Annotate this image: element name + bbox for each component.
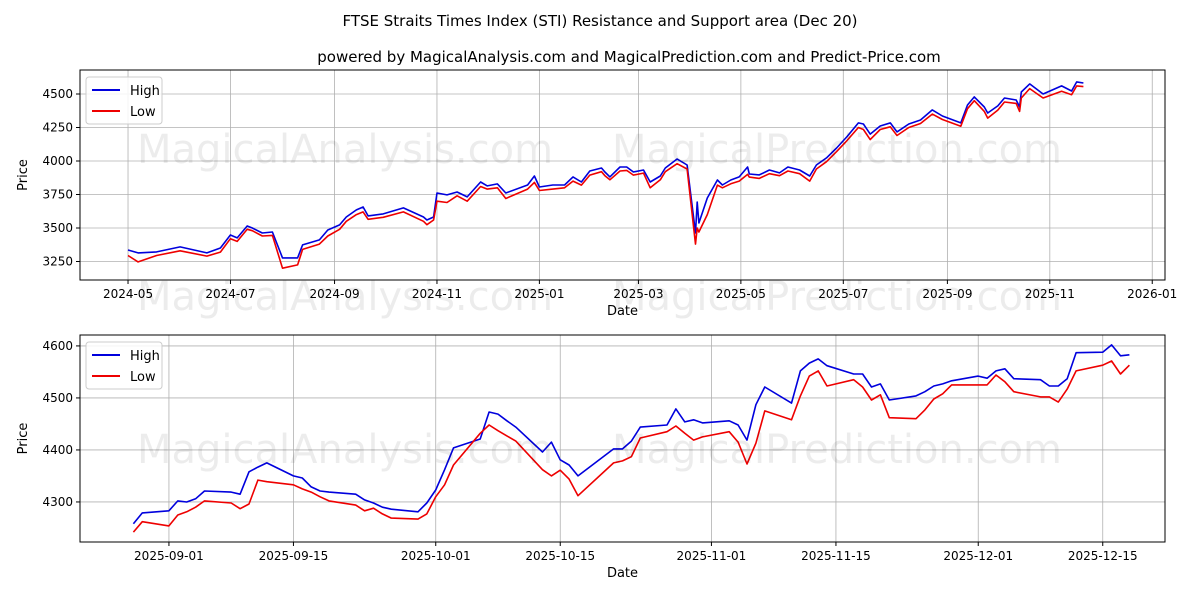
x-tick-label: 2025-10-15	[525, 549, 595, 563]
x-tick-label: 2025-09	[922, 287, 972, 301]
y-axis-label: Price	[16, 159, 31, 191]
y-tick-label: 3250	[42, 255, 73, 269]
legend-label: High	[130, 84, 160, 99]
x-tick-label: 2025-12-01	[943, 549, 1013, 563]
x-tick-label: 2025-03	[613, 287, 663, 301]
watermark: MagicalAnalysis.com	[137, 127, 553, 173]
top-chart: 2024-05 2024-07 2024-09 2024-11 2025-01 2025-…	[16, 69, 1177, 319]
series-line-low	[127, 85, 1084, 269]
watermark: MagicalPrediction.com	[612, 127, 1062, 173]
x-tick-label: 2024-07	[205, 287, 255, 301]
x-tick-label: 2025-01	[514, 287, 564, 301]
x-tick-label: 2025-11	[1025, 287, 1075, 301]
series-line-low	[132, 360, 1130, 533]
x-tick-label: 2025-12-15	[1068, 549, 1138, 563]
x-axis-label: Date	[607, 304, 638, 319]
legend-box	[85, 76, 163, 125]
y-tick-label: 4500	[42, 87, 73, 101]
watermark: MagicalAnalysis.com	[137, 274, 553, 320]
watermarks: MagicalAnalysis.com MagicalPrediction.co…	[137, 127, 1062, 473]
x-tick-label: 2025-11-15	[801, 549, 871, 563]
x-tick-label: 2025-11-01	[677, 549, 747, 563]
y-axis-label: Price	[16, 423, 31, 455]
x-tick-label: 2024-05	[103, 287, 153, 301]
legend: High Low	[85, 341, 163, 390]
y-tick-label: 4500	[42, 391, 73, 405]
x-axis-label: Date	[607, 566, 638, 581]
x-tick-label: 2025-07	[818, 287, 868, 301]
watermark: MagicalPrediction.com	[612, 427, 1062, 473]
x-tick-label: 2024-09	[309, 287, 359, 301]
y-tick-label: 4600	[42, 339, 73, 353]
legend: High Low	[85, 76, 163, 125]
chart-subtitle: powered by MagicalAnalysis.com and Magic…	[317, 48, 941, 66]
x-tick-label: 2025-09-01	[134, 549, 204, 563]
y-tick-label: 3750	[42, 187, 73, 201]
x-tick-label: 2024-11	[412, 287, 462, 301]
y-tick-label: 4000	[42, 154, 73, 168]
x-tick-label: 2026-01	[1127, 287, 1177, 301]
axes-frame	[79, 334, 1166, 543]
bottom-chart: 2025-09-01 2025-09-15 2025-10-01 2025-10-15…	[16, 334, 1166, 581]
x-tick-label: 2025-10-01	[401, 549, 471, 563]
legend-label: Low	[130, 105, 156, 120]
legend-label: Low	[130, 370, 156, 385]
y-tick-label: 4400	[42, 443, 73, 457]
series-line-high	[127, 81, 1084, 259]
axes-frame	[79, 69, 1166, 281]
y-tick-label: 4300	[42, 495, 73, 509]
chart-title: FTSE Straits Times Index (STI) Resistanc…	[342, 12, 857, 30]
legend-box	[85, 341, 163, 390]
watermark: MagicalAnalysis.com	[137, 427, 553, 473]
legend-label: High	[130, 349, 160, 364]
series-line-high	[132, 344, 1130, 525]
watermark: MagicalPrediction.com	[612, 274, 1062, 320]
x-tick-label: 2025-05	[716, 287, 766, 301]
y-tick-label: 4250	[42, 120, 73, 134]
x-tick-label: 2025-09-15	[259, 549, 329, 563]
y-tick-label: 3500	[42, 221, 73, 235]
